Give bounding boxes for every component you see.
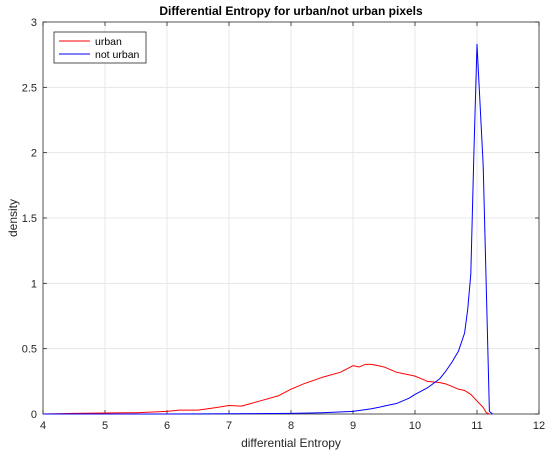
- y-tick-label: 2: [31, 148, 37, 160]
- legend-box: [53, 31, 147, 64]
- y-axis: 0 0.5 1 1.5 2 2.5 3: [22, 17, 539, 421]
- x-tick-label: 10: [409, 420, 421, 432]
- series-layer: [42, 43, 493, 415]
- legend: urban not urban: [53, 31, 147, 64]
- x-tick-label: 5: [102, 420, 108, 432]
- x-tick-label: 4: [40, 420, 46, 432]
- x-tick-label: 9: [350, 420, 356, 432]
- y-tick-label: 1.5: [22, 213, 37, 225]
- y-tick-label: 1: [31, 278, 37, 290]
- x-tick-label: 11: [471, 420, 482, 432]
- y-tick-label: 3: [31, 17, 37, 29]
- y-tick-label: 2.5: [22, 82, 37, 94]
- x-tick-label: 12: [533, 420, 545, 432]
- y-tick-label: 0: [31, 409, 37, 421]
- x-axis: 4 5 6 7 8 9 10 11 12: [40, 22, 545, 432]
- x-axis-label: differential Entropy: [241, 436, 341, 450]
- y-tick-label: 0.5: [22, 344, 37, 356]
- y-axis-label: density: [6, 199, 20, 237]
- series-line-not-urban: [43, 43, 493, 415]
- grid: [43, 22, 539, 414]
- legend-label-not-urban: not urban: [95, 49, 140, 61]
- chart-title: Differential Entropy for urban/not urban…: [159, 4, 423, 18]
- legend-label-urban: urban: [95, 36, 122, 48]
- x-tick-label: 7: [226, 420, 232, 432]
- x-tick-label: 6: [164, 420, 170, 432]
- x-tick-label: 8: [288, 420, 294, 432]
- series-line-urban: [42, 363, 490, 415]
